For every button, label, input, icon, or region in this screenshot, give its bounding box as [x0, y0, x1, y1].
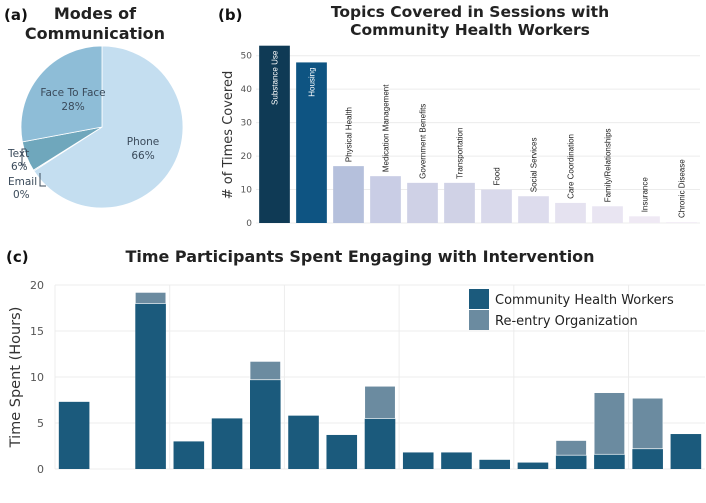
time-stacked-bar-chart: Time Participants Spent Engaging with In… — [8, 247, 705, 476]
time-bar-community-health-workers — [250, 379, 281, 469]
topics-bar-chart: Topics Covered in Sessions with Communit… — [221, 3, 700, 229]
topics-title-line2: Community Health Workers — [350, 21, 590, 39]
topic-category-label: Insurance — [641, 177, 650, 213]
time-bar-community-health-workers — [517, 462, 549, 469]
topic-bar-physical-health — [333, 166, 364, 223]
topic-category-label: Social Services — [530, 138, 539, 193]
topic-bar-government-benefits — [407, 182, 438, 223]
topics-title-line1: Topics Covered in Sessions with — [331, 3, 609, 21]
topics-y-tick: 40 — [241, 85, 253, 95]
legend-label-community-health-workers: Community Health Workers — [495, 293, 674, 308]
slice-label-text: Text — [7, 148, 29, 160]
slice-pct-text: 6% — [11, 161, 28, 173]
time-bar-community-health-workers — [288, 415, 319, 469]
time-bar-community-health-workers — [135, 303, 166, 469]
time-bar-re-entry-organization — [555, 440, 587, 456]
topic-bar-social-services — [518, 196, 549, 223]
legend-swatch-community-health-workers — [469, 289, 489, 309]
time-bar-community-health-workers — [364, 418, 396, 469]
time-bar-community-health-workers — [441, 452, 472, 469]
topics-y-tick: 20 — [241, 152, 253, 162]
pie-slice-phone — [33, 45, 184, 209]
topic-bar-family-relationships — [592, 206, 623, 223]
time-title: Time Participants Spent Engaging with In… — [125, 247, 594, 266]
topic-category-label: Transportation — [456, 128, 465, 179]
time-bar-re-entry-organization — [632, 397, 664, 450]
pie-title-line1: Modes of — [54, 4, 137, 23]
text-callout-bracket — [21, 148, 26, 166]
topics-y-tick: 0 — [246, 219, 252, 229]
topic-category-label: Family/Relationships — [604, 128, 613, 202]
topics-y-tick: 10 — [241, 186, 253, 196]
panel-label-a: (a) — [4, 6, 28, 24]
topic-bar-substance-use — [259, 45, 290, 223]
time-bar-community-health-workers — [555, 455, 587, 469]
time-y-tick: 10 — [30, 371, 44, 384]
topic-category-label: Housing — [308, 67, 317, 96]
time-legend: Community Health Workers Re-entry Organi… — [469, 289, 674, 330]
time-bar-community-health-workers — [58, 401, 90, 469]
slice-pct-face-to-face: 28% — [61, 101, 84, 113]
time-y-tick: 15 — [30, 325, 44, 338]
topic-bar-care-coordination — [555, 202, 586, 223]
topic-bar-housing — [296, 62, 327, 223]
topic-bar-chronic-disease — [666, 221, 697, 223]
time-y-axis-label: Time Spent (Hours) — [8, 307, 24, 449]
slice-label-email: Email — [8, 176, 37, 188]
topic-bar-insurance — [629, 216, 660, 223]
time-bar-community-health-workers — [594, 454, 625, 469]
time-bar-re-entry-organization — [593, 392, 626, 455]
time-bar-community-health-workers — [632, 448, 663, 469]
email-callout-line — [39, 173, 46, 187]
pie-title-line2: Communication — [25, 24, 165, 43]
topic-bar-medication-management — [370, 176, 401, 223]
time-y-tick: 5 — [37, 417, 44, 430]
time-bar-community-health-workers — [173, 441, 205, 469]
topic-bar-food — [481, 189, 512, 223]
time-y-tick: 0 — [37, 463, 44, 476]
pie-chart: Modes of Communication Face To Face 28% … — [7, 4, 184, 209]
time-bar-community-health-workers — [211, 418, 243, 469]
time-bar-community-health-workers — [670, 434, 702, 469]
time-bar-community-health-workers — [479, 459, 510, 469]
topic-category-label: Food — [493, 167, 502, 185]
topic-category-label: Physical Health — [345, 107, 354, 162]
slice-pct-email: 0% — [13, 189, 30, 201]
time-y-tick: 20 — [30, 279, 44, 292]
panel-label-c: (c) — [6, 248, 29, 266]
panel-label-b: (b) — [218, 6, 242, 24]
pie-slice-face-to-face — [20, 45, 103, 143]
slice-label-face-to-face: Face To Face — [40, 87, 105, 99]
topic-category-label: Chronic Disease — [678, 159, 687, 218]
topics-y-tick: 30 — [241, 119, 253, 129]
topic-bar-transportation — [444, 182, 475, 223]
time-bar-community-health-workers — [326, 434, 358, 469]
time-bar-re-entry-organization — [134, 292, 167, 304]
topics-y-tick: 50 — [241, 52, 253, 62]
topic-category-label: Substance Use — [271, 50, 280, 105]
topics-y-axis-label: # of Times Covered — [221, 71, 236, 199]
slice-pct-phone: 66% — [131, 150, 154, 162]
legend-swatch-re-entry-organization — [469, 310, 489, 330]
topic-category-label: Medication Management — [382, 84, 391, 172]
slice-label-phone: Phone — [127, 136, 160, 148]
topic-category-label: Government Benefits — [419, 104, 428, 179]
legend-label-re-entry-organization: Re-entry Organization — [495, 314, 638, 329]
time-bar-re-entry-organization — [364, 385, 396, 419]
time-bar-community-health-workers — [402, 452, 434, 469]
topic-category-label: Care Coordination — [567, 134, 576, 199]
time-bar-re-entry-organization — [249, 361, 281, 381]
